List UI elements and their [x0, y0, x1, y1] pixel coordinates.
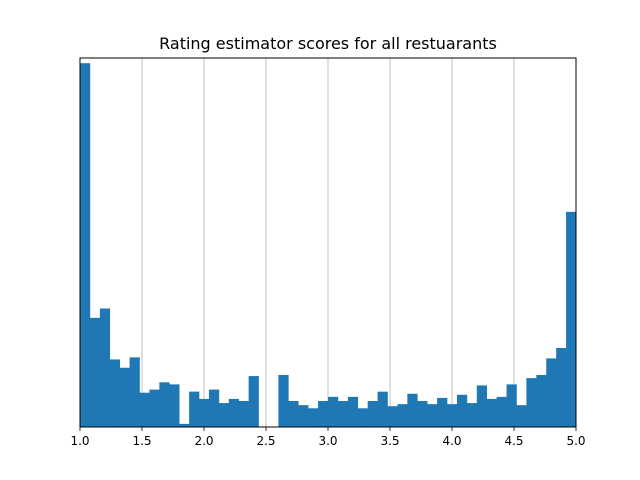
histogram-bar	[516, 405, 527, 427]
x-tick-label: 2.5	[256, 434, 275, 448]
histogram-bar	[228, 398, 240, 427]
histogram-bar	[288, 401, 299, 427]
histogram-bar	[456, 394, 468, 427]
histogram-bar	[506, 384, 517, 427]
x-tick-label: 1.0	[70, 434, 89, 448]
histogram-bar	[536, 375, 547, 427]
x-gridlines	[141, 58, 515, 427]
histogram-bar	[367, 401, 378, 427]
histogram-bar	[189, 391, 200, 427]
histogram-bar	[298, 405, 309, 427]
histogram-bar	[556, 348, 567, 427]
histogram-bar	[278, 375, 289, 427]
histogram-bar	[129, 357, 140, 427]
histogram-bar	[337, 401, 349, 427]
histogram-bar	[447, 404, 458, 427]
x-tick-label: 5.0	[566, 434, 585, 448]
histogram-bar	[407, 393, 418, 427]
histogram-bar	[179, 423, 190, 427]
histogram-bar	[80, 63, 91, 428]
histogram-bar	[139, 392, 150, 427]
chart-title: Rating estimator scores for all restuara…	[159, 34, 497, 53]
histogram-bar	[377, 391, 388, 427]
histogram-bar	[218, 403, 230, 427]
histogram-bar	[99, 308, 111, 427]
histogram-bar	[466, 403, 478, 427]
histogram-bar	[566, 211, 577, 427]
x-tick-label: 1.5	[132, 434, 151, 448]
histogram-bar	[347, 396, 359, 427]
histogram-bar	[208, 389, 220, 427]
histogram-bar	[427, 404, 438, 427]
x-tick-label: 4.5	[504, 434, 523, 448]
histogram-bar	[437, 397, 448, 427]
histogram-bar	[149, 389, 160, 427]
histogram-bar	[89, 317, 101, 427]
histogram-bar	[328, 396, 339, 427]
histogram-bar	[417, 401, 428, 427]
x-tick-label: 2.0	[194, 434, 213, 448]
histogram-bar	[119, 367, 130, 427]
histogram-bar	[109, 359, 120, 427]
histogram-bar	[159, 382, 170, 427]
histogram-bar	[387, 406, 398, 427]
histogram-bar	[169, 384, 180, 427]
histogram-bar	[526, 378, 537, 427]
histogram-bar	[357, 408, 368, 427]
histogram-bar	[496, 396, 507, 427]
histogram-bar	[476, 385, 488, 427]
x-tick-label: 4.0	[442, 434, 461, 448]
histogram-bar	[546, 358, 557, 427]
histogram-bar	[397, 404, 408, 427]
x-tick-label: 3.0	[318, 434, 337, 448]
histogram-bars	[80, 63, 577, 428]
histogram-bar	[308, 408, 319, 427]
histogram-bar	[248, 376, 259, 427]
histogram-bar	[318, 401, 329, 427]
x-axis-ticks: 1.0 1.5 2.0 2.5 3.0 3.5 4.0 4.5 5.0	[70, 427, 586, 448]
histogram-bar	[486, 398, 497, 427]
histogram-bar	[238, 401, 249, 427]
histogram-bar	[199, 398, 210, 427]
x-tick-label: 3.5	[380, 434, 399, 448]
